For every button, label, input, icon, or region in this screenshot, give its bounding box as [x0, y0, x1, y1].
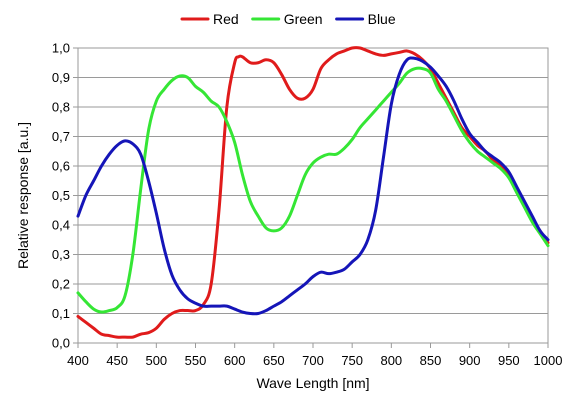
y-tick-label: 0,5 [52, 188, 70, 203]
y-tick-label: 1,0 [52, 41, 70, 56]
x-tick-label: 1000 [534, 353, 563, 368]
y-tick-label: 0,8 [52, 100, 70, 115]
x-tick-label: 900 [459, 353, 481, 368]
x-tick-label: 500 [145, 353, 167, 368]
y-tick-label: 0,7 [52, 129, 70, 144]
legend-label-red: Red [213, 11, 239, 27]
series-line-blue [76, 56, 550, 316]
series-line-green [76, 66, 550, 314]
x-tick-label: 600 [224, 353, 246, 368]
x-tick-label: 450 [106, 353, 128, 368]
series-line-red [76, 46, 550, 339]
legend-label-green: Green [284, 11, 323, 27]
y-axis-title: Relative response [a.u.] [15, 122, 31, 269]
x-tick-label: 750 [341, 353, 363, 368]
x-tick-label: 850 [420, 353, 442, 368]
x-tick-label: 400 [67, 353, 89, 368]
y-tick-label: 0,6 [52, 159, 70, 174]
y-tick-label: 0,3 [52, 247, 70, 262]
x-axis-title: Wave Length [nm] [256, 375, 369, 391]
y-tick-label: 0,9 [52, 70, 70, 85]
x-tick-label: 800 [380, 353, 402, 368]
x-tick-label: 950 [498, 353, 520, 368]
y-tick-label: 0,4 [52, 218, 70, 233]
series-layer [76, 46, 550, 339]
x-tick-label: 650 [263, 353, 285, 368]
y-tick-label: 0,0 [52, 336, 70, 351]
legend-label-blue: Blue [368, 11, 396, 27]
y-tick-label: 0,1 [52, 306, 70, 321]
x-tick-label: 700 [302, 353, 324, 368]
x-axis-ticks: 400 450 500 550 600 650 700 750 800 850 900 950 1000 [67, 343, 562, 368]
y-tick-label: 0,2 [52, 277, 70, 292]
x-tick-label: 550 [185, 353, 207, 368]
y-axis-ticks: 0,0 0,1 0,2 0,3 0,4 0,5 0,6 0,7 0,8 0,9 1,0 [52, 41, 78, 351]
legend: Red Green Blue [180, 11, 396, 27]
